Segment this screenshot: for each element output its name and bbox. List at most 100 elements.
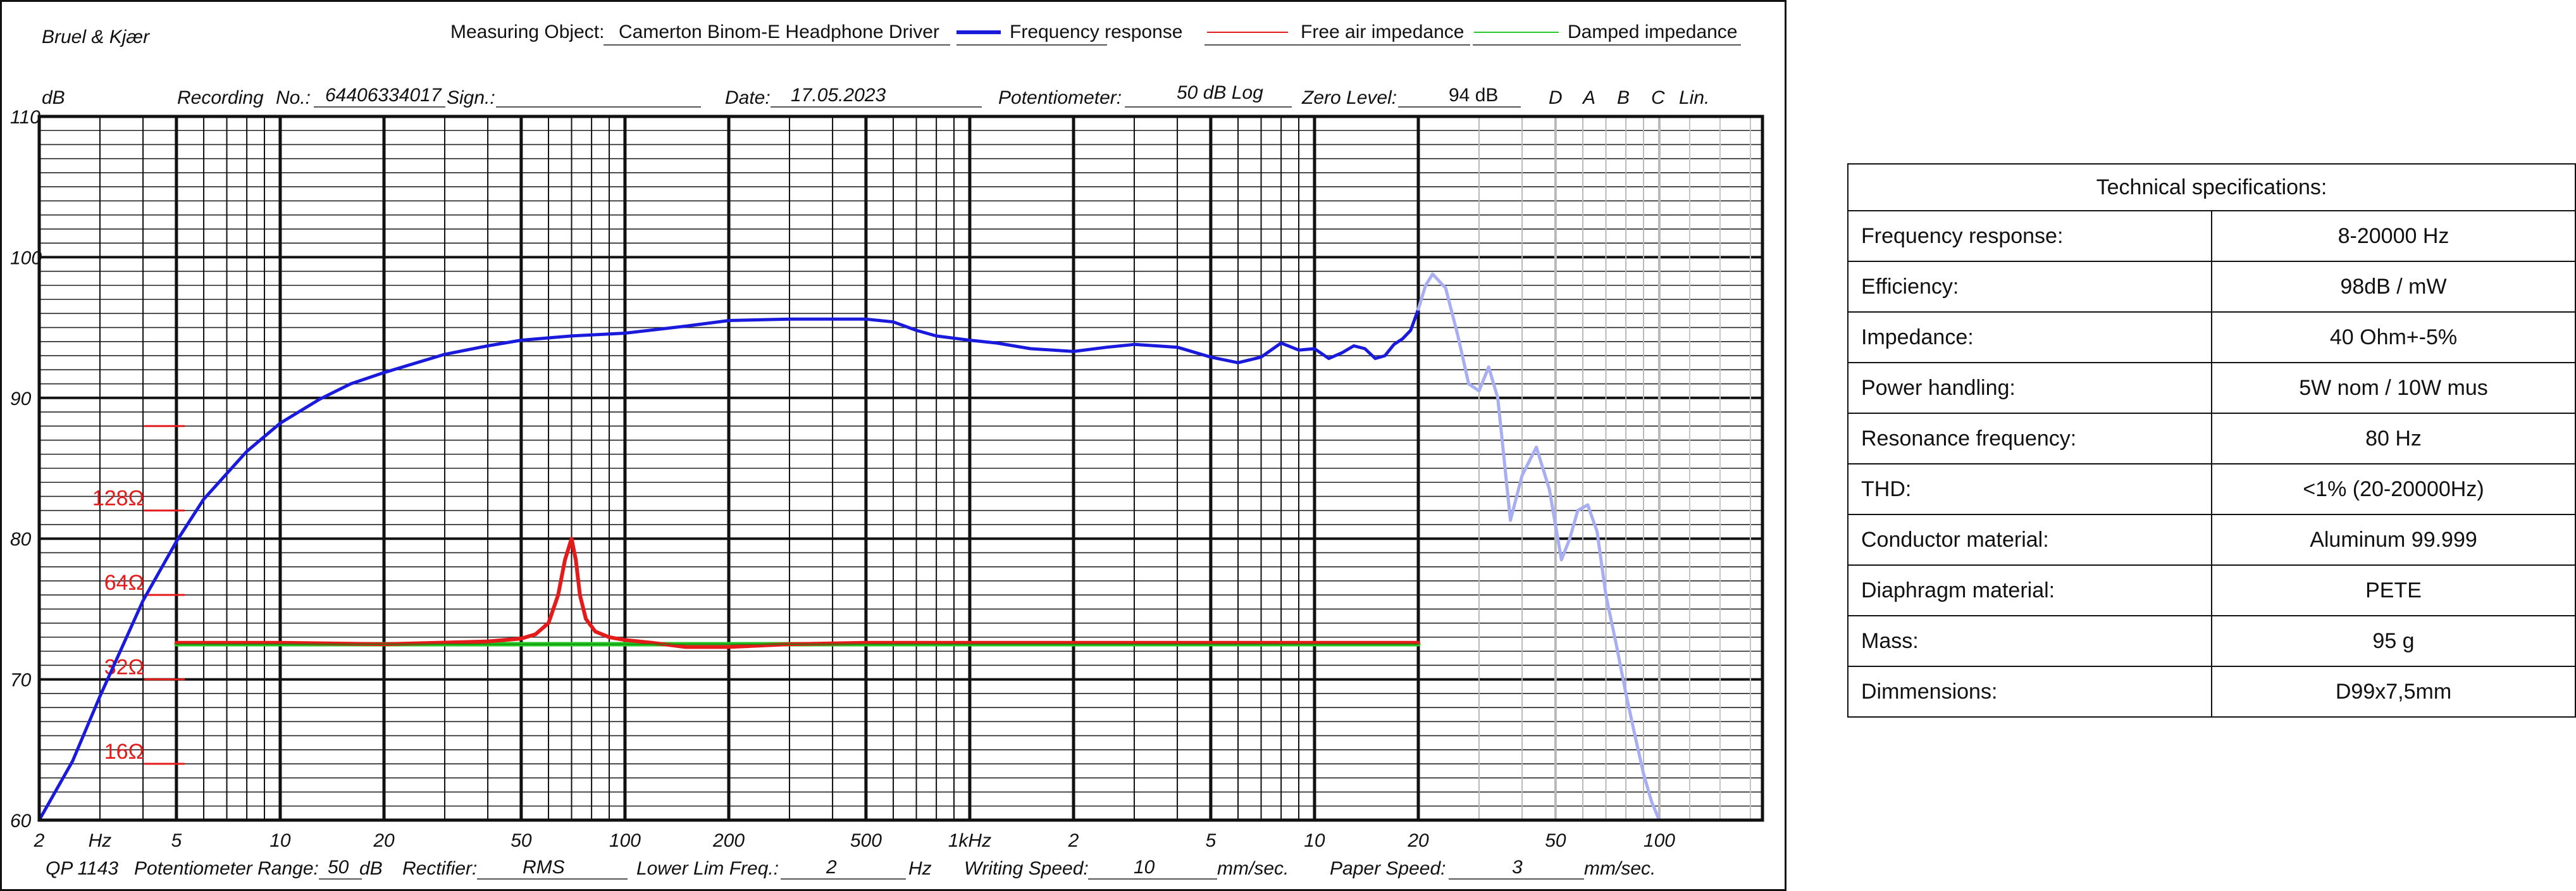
writing-speed-value: 10 <box>1134 857 1155 878</box>
spec-value: 98dB / mW <box>2211 261 2576 313</box>
legend-swatch-frequency-response <box>957 30 1001 34</box>
spec-key: Mass: <box>1847 615 2212 667</box>
spec-row: Conductor material: Aluminum 99.999 <box>1847 514 2576 566</box>
spec-row: Frequency response: 8-20000 Hz <box>1847 210 2576 262</box>
spec-row: Dimmensions: D99x7,5mm <box>1847 666 2576 718</box>
x-tick-label: 100 <box>1644 830 1675 851</box>
legend-swatch-free-air-impedance <box>1207 32 1288 33</box>
paper-speed-unit: mm/sec. <box>1584 858 1656 879</box>
writing-speed-unit: mm/sec. <box>1217 858 1289 879</box>
legend-label-damped-impedance: Damped impedance <box>1568 22 1738 42</box>
x-tick-label: Hz <box>89 830 112 851</box>
spec-value: 5W nom / 10W mus <box>2211 362 2576 414</box>
potentiometer-underline <box>1125 106 1292 108</box>
spec-value: Aluminum 99.999 <box>2211 514 2576 566</box>
brand-label: Bruel & Kjær <box>42 27 150 47</box>
zero-level-label: Zero Level: <box>1302 87 1397 108</box>
y-tick-label: 70 <box>10 670 32 691</box>
db-unit-label: dB <box>42 87 65 108</box>
paper-speed-underline <box>1449 878 1584 880</box>
y-tick-label: 80 <box>10 529 32 550</box>
spec-row: Mass: 95 g <box>1847 615 2576 667</box>
y-tick-label: 60 <box>10 811 32 832</box>
spec-value: 80 Hz <box>2211 413 2576 464</box>
spec-key: Conductor material: <box>1847 514 2212 566</box>
x-tick-label: 500 <box>850 830 882 851</box>
spec-table-title: Technical specifications: <box>1847 163 2576 211</box>
spec-key: THD: <box>1847 463 2212 515</box>
weighting-c: C <box>1651 87 1665 108</box>
spec-row: THD: <1% (20-20000Hz) <box>1847 463 2576 515</box>
lower-lim-underline <box>781 878 906 880</box>
footer-model: QP 1143 <box>46 858 119 879</box>
recording-no-underline <box>314 106 445 108</box>
x-tick-label: 50 <box>511 830 532 851</box>
writing-speed-underline <box>1088 878 1217 880</box>
series-frequency-response <box>37 308 1420 822</box>
date-label: Date: <box>725 87 771 108</box>
lower-lim-label: Lower Lim Freq.: <box>636 858 779 879</box>
recording-no-label: No.: <box>276 87 311 108</box>
y-tick-label: 100 <box>10 247 42 268</box>
spec-value: 95 g <box>2211 615 2576 667</box>
x-tick-labels: 2 Hz 5 10 20 50 100 200 500 1kHz 2 5 10 20 50 100 <box>34 830 1676 851</box>
x-tick-label: 2 <box>1068 830 1079 851</box>
plot-frame <box>37 115 1764 822</box>
rectifier-value: RMS <box>523 857 565 878</box>
spec-key: Efficiency: <box>1847 261 2212 313</box>
pot-range-underline <box>319 878 362 880</box>
pot-range-unit: dB <box>359 858 383 879</box>
spec-key: Impedance: <box>1847 311 2212 363</box>
spec-key: Resonance frequency: <box>1847 413 2212 464</box>
spec-key: Power handling: <box>1847 362 2212 414</box>
x-tick-label: 1kHz <box>948 830 991 851</box>
measuring-object-label: Measuring Object: <box>450 22 605 42</box>
x-tick-label: 2 <box>34 830 45 851</box>
legend-underline-3 <box>1473 44 1741 46</box>
x-tick-label: 20 <box>373 830 395 851</box>
chart-series <box>37 272 1661 822</box>
y-tick-label: 90 <box>10 389 32 409</box>
legend-underline-1 <box>957 44 1107 46</box>
zero-level-underline <box>1398 106 1521 108</box>
spec-value: PETE <box>2211 564 2576 616</box>
x-tick-label: 5 <box>171 830 182 851</box>
potentiometer-label: Potentiometer: <box>998 87 1122 108</box>
impedance-label: 64Ω <box>104 571 144 595</box>
spec-value: 40 Ohm+-5% <box>2211 311 2576 363</box>
recording-no-value: 64406334017 <box>325 85 442 106</box>
spec-row: Power handling: 5W nom / 10W mus <box>1847 362 2576 414</box>
spec-row: Resonance frequency: 80 Hz <box>1847 413 2576 464</box>
x-tick-label: 20 <box>1407 830 1429 851</box>
recording-label: Recording <box>177 87 264 108</box>
measuring-object-value: Camerton Binom-E Headphone Driver <box>619 22 939 42</box>
chart-grid <box>39 116 1762 820</box>
spec-key: Dimmensions: <box>1847 666 2212 718</box>
rectifier-underline <box>477 878 628 880</box>
legend-label-free-air-impedance: Free air impedance <box>1301 22 1464 42</box>
x-tick-label: 5 <box>1206 830 1217 851</box>
spec-key: Diaphragm material: <box>1847 564 2212 616</box>
spec-value: <1% (20-20000Hz) <box>2211 463 2576 515</box>
weighting-a: A <box>1583 87 1596 108</box>
series-frequency-response-above-20-khz <box>1416 272 1661 822</box>
frequency-response-chart: 60 70 80 90 100 110 2 Hz 5 10 20 50 100 200 500 1kHz 2 5… <box>10 107 1764 851</box>
weighting-b: B <box>1617 87 1630 108</box>
spec-key: Frequency response: <box>1847 210 2212 262</box>
sign-label: Sign.: <box>447 87 495 108</box>
date-underline <box>771 106 982 108</box>
y-tick-label: 110 <box>10 107 40 128</box>
measurement-sheet <box>0 0 1786 891</box>
pot-range-value: 50 <box>328 857 349 878</box>
series-free-air-impedance <box>174 537 1420 649</box>
lower-lim-value: 2 <box>826 857 837 878</box>
impedance-label: 16Ω <box>104 740 144 764</box>
x-tick-label: 200 <box>712 830 745 851</box>
spec-value: 8-20000 Hz <box>2211 210 2576 262</box>
y-tick-labels: 60 70 80 90 100 110 <box>10 107 42 832</box>
legend-underline-2 <box>1204 44 1470 46</box>
x-tick-label: 50 <box>1545 830 1566 851</box>
weighting-d: D <box>1549 87 1563 108</box>
legend-swatch-damped-impedance <box>1474 32 1559 33</box>
spec-row: Diaphragm material: PETE <box>1847 564 2576 616</box>
